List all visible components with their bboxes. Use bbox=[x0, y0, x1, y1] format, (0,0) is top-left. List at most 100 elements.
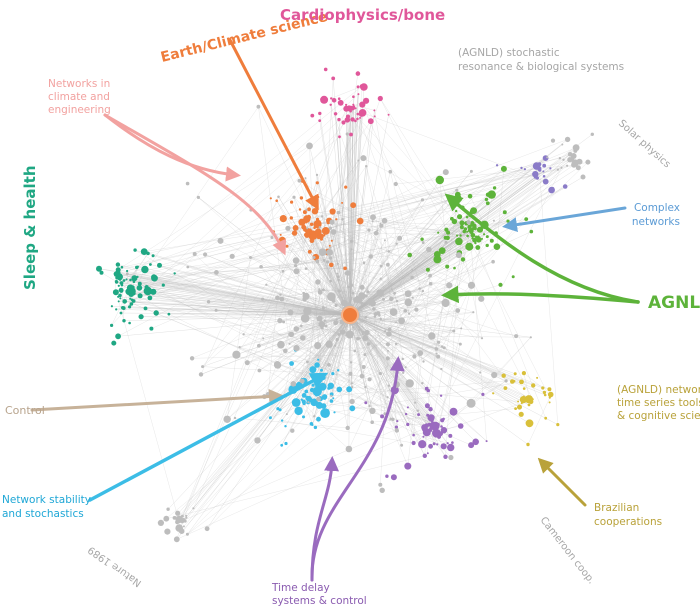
edge bbox=[306, 157, 560, 220]
node bbox=[316, 195, 320, 199]
edge bbox=[141, 314, 351, 317]
edge bbox=[469, 229, 487, 442]
node bbox=[418, 287, 421, 290]
node bbox=[291, 230, 298, 236]
node bbox=[294, 406, 303, 416]
edge bbox=[349, 314, 476, 442]
edge bbox=[335, 322, 421, 354]
node bbox=[111, 340, 117, 346]
edge bbox=[349, 297, 413, 316]
node bbox=[484, 197, 489, 202]
node bbox=[118, 293, 122, 298]
node bbox=[114, 273, 117, 277]
edge bbox=[296, 260, 450, 286]
node bbox=[416, 409, 419, 412]
node bbox=[541, 386, 545, 390]
edge bbox=[202, 158, 364, 367]
edge bbox=[319, 292, 348, 428]
node bbox=[373, 109, 376, 112]
edge bbox=[198, 197, 351, 316]
node bbox=[345, 445, 353, 453]
node bbox=[309, 222, 314, 226]
node bbox=[576, 158, 583, 165]
node bbox=[395, 321, 397, 324]
edge bbox=[349, 314, 423, 445]
node bbox=[178, 528, 185, 534]
node bbox=[390, 288, 393, 291]
node bbox=[306, 396, 310, 400]
edge bbox=[129, 235, 458, 291]
node bbox=[161, 283, 165, 287]
node bbox=[517, 400, 520, 403]
node bbox=[314, 362, 320, 368]
node bbox=[316, 235, 321, 240]
node bbox=[360, 83, 368, 91]
label: time series tools, bbox=[617, 397, 700, 409]
node bbox=[455, 308, 461, 313]
node bbox=[451, 441, 454, 444]
node bbox=[206, 300, 211, 304]
node bbox=[387, 384, 391, 387]
node bbox=[356, 337, 360, 341]
node bbox=[166, 507, 170, 511]
edge bbox=[349, 231, 532, 316]
edge bbox=[121, 282, 351, 316]
node bbox=[386, 396, 389, 399]
node bbox=[183, 519, 187, 523]
node bbox=[337, 97, 341, 100]
edge bbox=[349, 314, 515, 382]
node bbox=[323, 319, 326, 322]
node bbox=[291, 398, 301, 407]
node bbox=[404, 366, 407, 369]
node bbox=[387, 113, 390, 116]
edge bbox=[351, 306, 445, 348]
edge bbox=[258, 106, 352, 307]
label: Networks in bbox=[48, 78, 110, 90]
edge bbox=[132, 291, 351, 316]
node bbox=[519, 379, 524, 385]
node bbox=[115, 262, 121, 267]
label: AGNLD bbox=[648, 293, 700, 313]
node bbox=[469, 169, 473, 173]
node bbox=[288, 342, 291, 345]
node bbox=[302, 415, 305, 419]
edge bbox=[331, 372, 380, 402]
edge bbox=[337, 133, 348, 264]
node bbox=[115, 267, 121, 273]
edge bbox=[317, 281, 431, 410]
edge bbox=[363, 157, 485, 225]
edge bbox=[349, 314, 403, 360]
edge bbox=[408, 254, 459, 294]
node bbox=[275, 295, 280, 301]
node bbox=[164, 528, 171, 535]
node bbox=[389, 296, 394, 301]
hub-node bbox=[341, 306, 359, 324]
node bbox=[129, 278, 132, 282]
node bbox=[283, 348, 288, 354]
edge bbox=[350, 86, 362, 306]
edge bbox=[435, 344, 461, 436]
edge bbox=[349, 314, 432, 337]
node bbox=[337, 333, 341, 336]
node bbox=[293, 268, 300, 275]
edge bbox=[384, 220, 390, 252]
node bbox=[477, 235, 480, 239]
node bbox=[408, 312, 411, 315]
label: Cardiophysics/bone bbox=[280, 6, 445, 24]
node bbox=[542, 175, 546, 178]
node bbox=[406, 406, 409, 409]
node bbox=[122, 319, 126, 323]
edge bbox=[123, 314, 351, 321]
node bbox=[309, 366, 317, 374]
node bbox=[320, 368, 323, 372]
edge bbox=[187, 147, 577, 535]
edge bbox=[342, 219, 365, 263]
node bbox=[547, 391, 554, 398]
edge bbox=[118, 301, 351, 316]
node bbox=[204, 526, 210, 532]
node bbox=[257, 368, 262, 373]
arrow bbox=[310, 456, 340, 582]
node bbox=[457, 423, 464, 429]
node bbox=[325, 260, 330, 264]
node bbox=[189, 356, 195, 361]
